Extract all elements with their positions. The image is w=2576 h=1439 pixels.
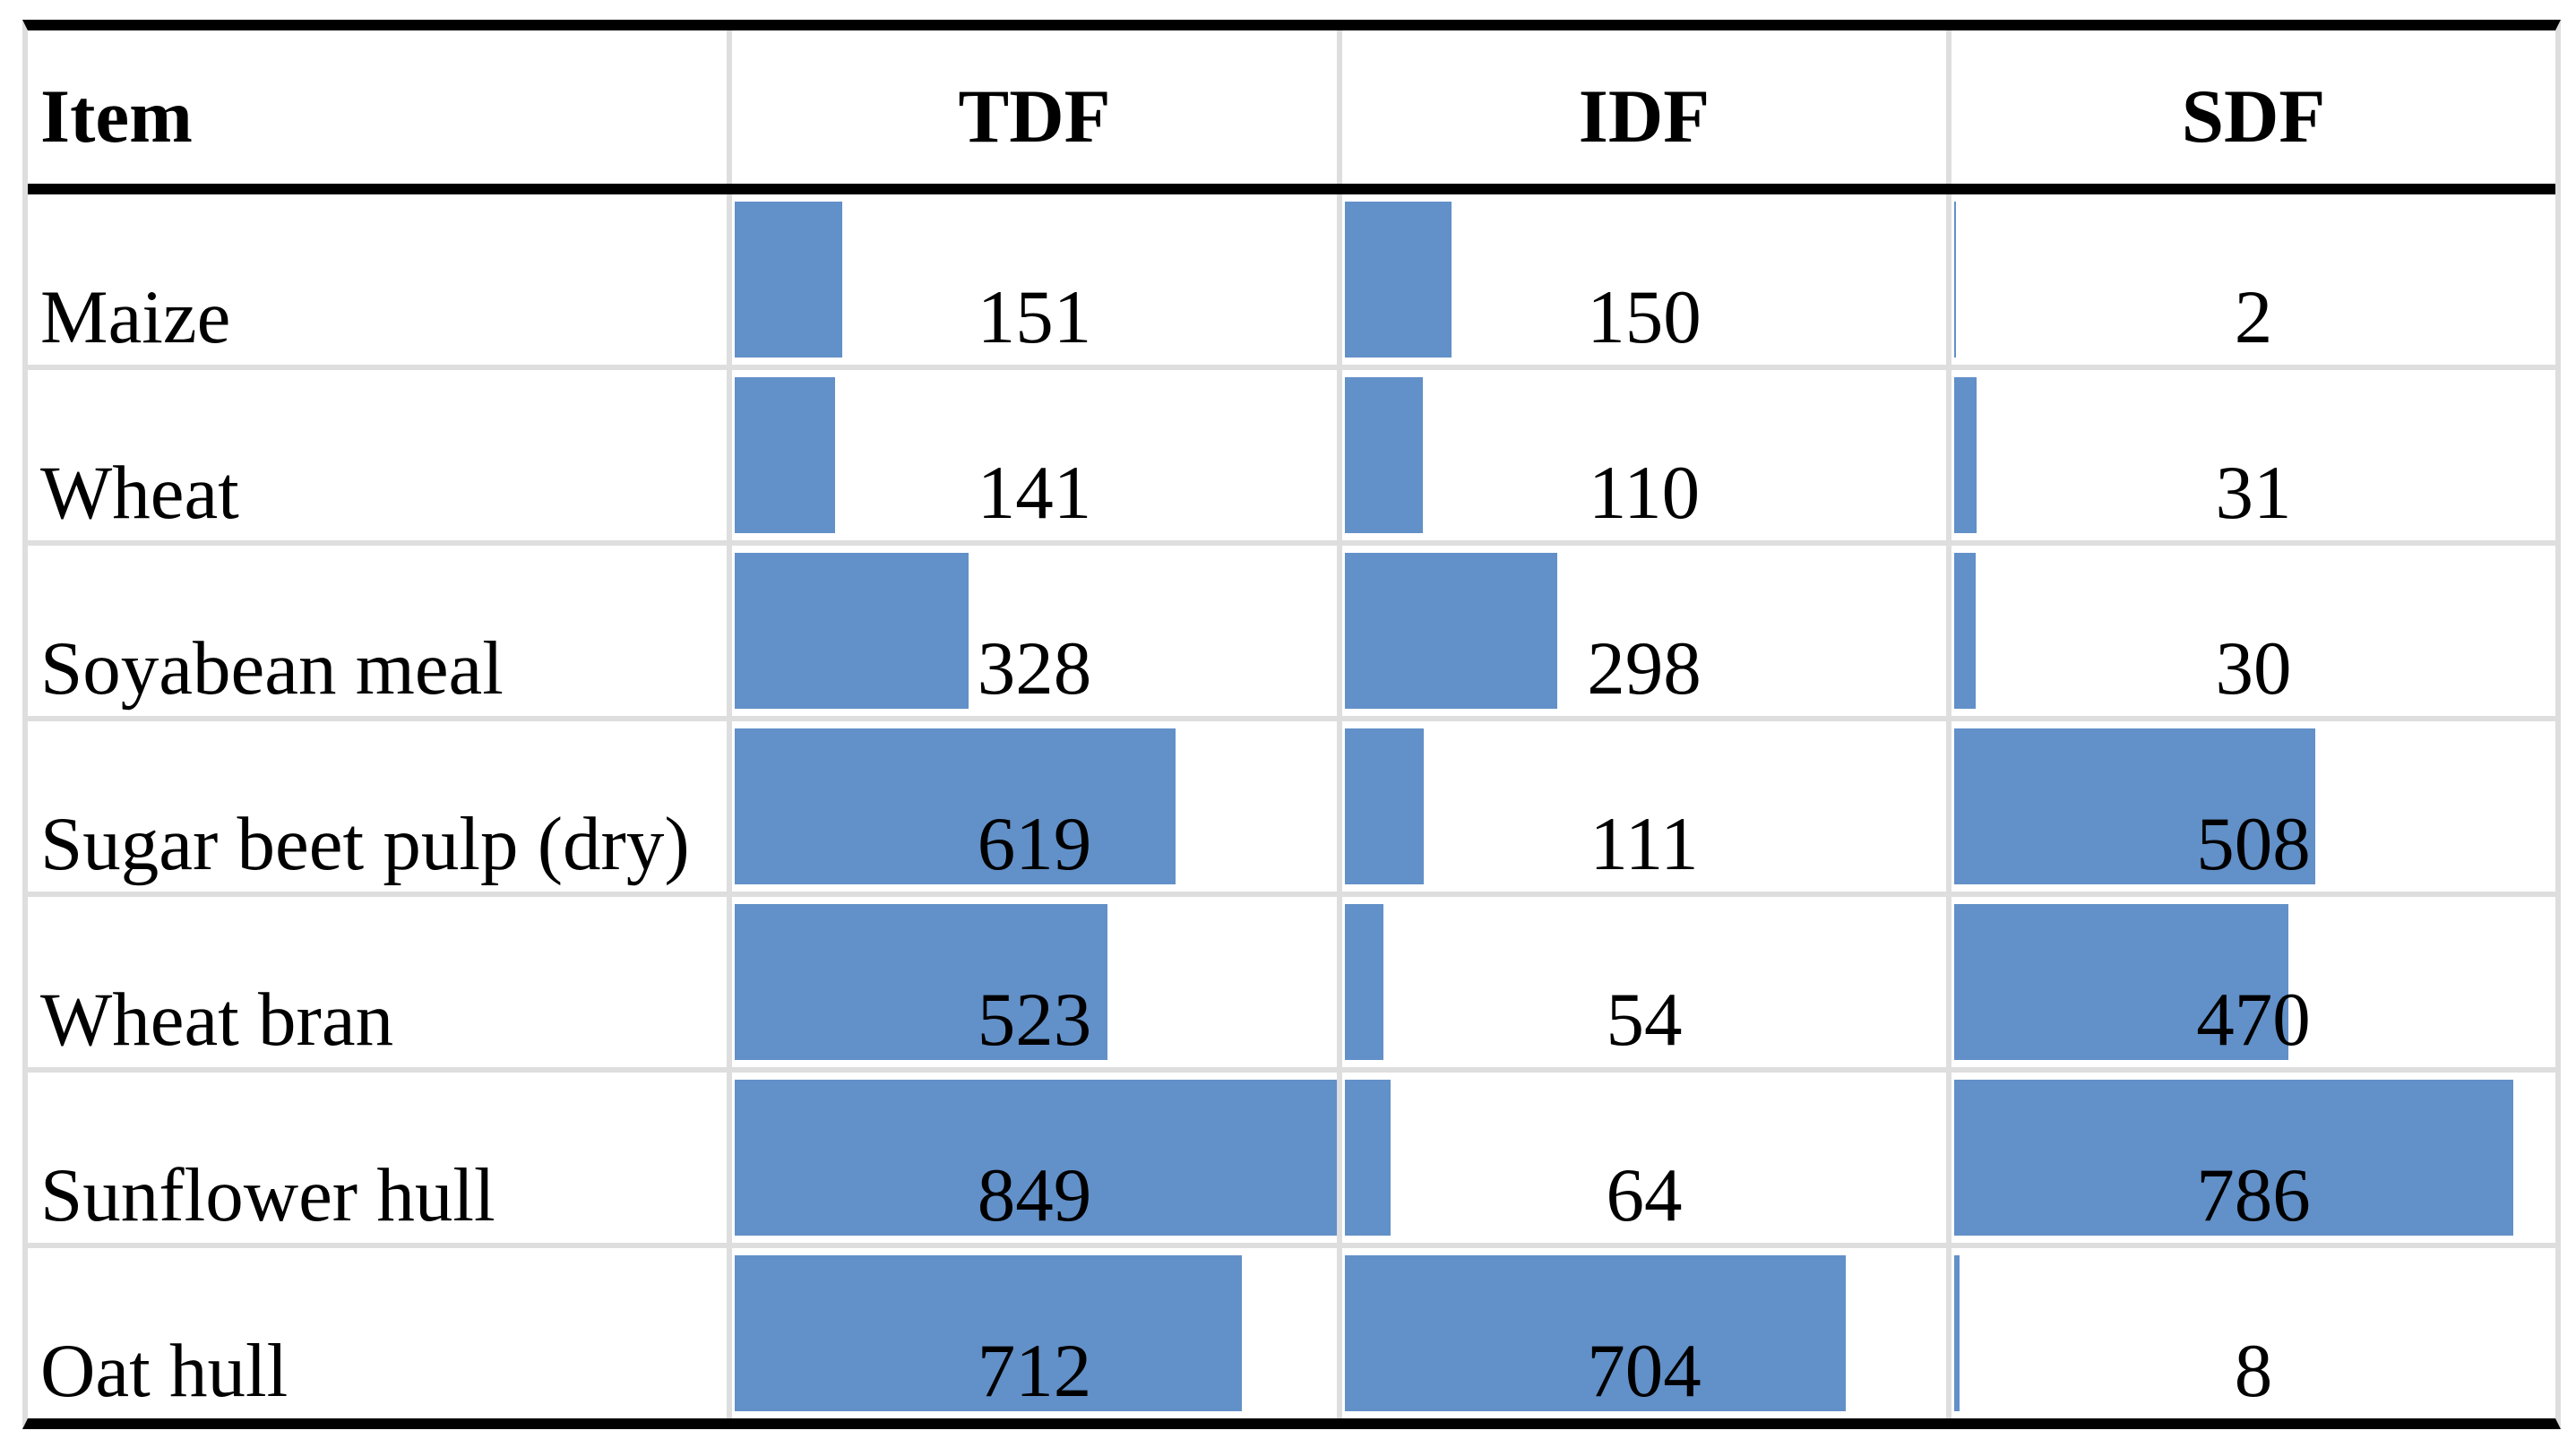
idf-value: 110: [1588, 451, 1701, 535]
sdf-data-bar: [1954, 553, 1976, 709]
tdf-value: 141: [977, 451, 1092, 535]
table-row: Sugar beet pulp (dry) 619 111 508: [28, 721, 2555, 892]
item-name: Sunflower hull: [40, 1153, 495, 1237]
sdf-data-bar: [1954, 728, 2316, 884]
tdf-value: 712: [977, 1329, 1092, 1413]
idf-cell: 704: [1342, 1248, 1946, 1418]
row-item-label: Wheat: [28, 370, 727, 540]
idf-value: 704: [1587, 1329, 1702, 1413]
idf-value: 64: [1606, 1153, 1683, 1237]
sdf-cell: 31: [1951, 370, 2555, 540]
row-item-label: Sugar beet pulp (dry): [28, 721, 727, 892]
idf-value: 150: [1587, 275, 1702, 359]
tdf-cell: 151: [732, 194, 1337, 365]
tdf-data-bar: [735, 553, 969, 709]
sdf-cell: 8: [1951, 1248, 2555, 1418]
idf-data-bar: [1345, 553, 1557, 709]
idf-data-bar: [1345, 202, 1452, 358]
idf-data-bar: [1345, 904, 1383, 1060]
item-name: Soyabean meal: [40, 626, 504, 711]
sdf-value: 786: [2196, 1153, 2311, 1237]
tdf-value: 151: [977, 275, 1092, 359]
idf-value: 111: [1590, 802, 1699, 886]
sdf-value: 31: [2215, 451, 2292, 535]
tdf-cell: 141: [732, 370, 1337, 540]
row-item-label: Oat hull: [28, 1248, 727, 1418]
tdf-cell: 849: [732, 1073, 1337, 1243]
sdf-value: 2: [2234, 275, 2273, 359]
tdf-value: 328: [977, 626, 1092, 711]
tdf-data-bar: [735, 202, 843, 358]
row-item-label: Soyabean meal: [28, 546, 727, 716]
tdf-data-bar: [735, 728, 1176, 884]
sdf-value: 470: [2196, 978, 2311, 1062]
column-header-sdf: SDF: [1951, 30, 2555, 184]
sdf-cell: 508: [1951, 721, 2555, 892]
sdf-value: 30: [2215, 626, 2292, 711]
table-body: Maize 151 150 2 Wheat 141 110 31 Soyabea: [28, 194, 2555, 1418]
idf-value: 54: [1606, 978, 1683, 1062]
table-row: Wheat 141 110 31: [28, 370, 2555, 540]
tdf-value: 523: [977, 978, 1092, 1062]
table-row: Wheat bran 523 54 470: [28, 897, 2555, 1067]
idf-cell: 110: [1342, 370, 1946, 540]
column-header-tdf: TDF: [732, 30, 1337, 184]
table-row: Sunflower hull 849 64 786: [28, 1073, 2555, 1243]
idf-data-bar: [1345, 377, 1424, 533]
fiber-content-table: Item TDF IDF SDF Maize 151 150 2 Wheat 1…: [22, 20, 2561, 1429]
tdf-data-bar: [735, 904, 1107, 1060]
tdf-data-bar: [735, 1080, 1337, 1236]
tdf-value: 849: [977, 1153, 1092, 1237]
tdf-data-bar: [735, 377, 836, 533]
tdf-cell: 523: [732, 897, 1337, 1067]
row-item-label: Wheat bran: [28, 897, 727, 1067]
idf-data-bar: [1345, 1255, 1846, 1411]
idf-cell: 64: [1342, 1073, 1946, 1243]
sdf-cell: 30: [1951, 546, 2555, 716]
column-header-idf: IDF: [1342, 30, 1946, 184]
tdf-cell: 712: [732, 1248, 1337, 1418]
sdf-cell: 2: [1951, 194, 2555, 365]
sdf-data-bar: [1954, 1080, 2513, 1236]
tdf-cell: 619: [732, 721, 1337, 892]
sdf-data-bar: [1954, 202, 1956, 358]
tdf-cell: 328: [732, 546, 1337, 716]
item-name: Sugar beet pulp (dry): [40, 802, 690, 886]
idf-cell: 111: [1342, 721, 1946, 892]
idf-data-bar: [1345, 1080, 1391, 1236]
sdf-cell: 786: [1951, 1073, 2555, 1243]
idf-cell: 298: [1342, 546, 1946, 716]
table-header-row: Item TDF IDF SDF: [28, 30, 2555, 194]
idf-cell: 150: [1342, 194, 1946, 365]
item-name: Maize: [40, 275, 231, 359]
sdf-cell: 470: [1951, 897, 2555, 1067]
column-header-item: Item: [28, 30, 727, 184]
sdf-value: 8: [2234, 1329, 2273, 1413]
idf-cell: 54: [1342, 897, 1946, 1067]
table-row: Soyabean meal 328 298 30: [28, 546, 2555, 716]
table-row: Oat hull 712 704 8: [28, 1248, 2555, 1418]
row-item-label: Sunflower hull: [28, 1073, 727, 1243]
tdf-data-bar: [735, 1255, 1243, 1411]
sdf-data-bar: [1954, 1255, 1960, 1411]
idf-value: 298: [1587, 626, 1702, 711]
item-name: Wheat bran: [40, 978, 394, 1062]
idf-data-bar: [1345, 728, 1425, 884]
sdf-data-bar: [1954, 377, 1977, 533]
sdf-data-bar: [1954, 904, 2289, 1060]
table-row: Maize 151 150 2: [28, 194, 2555, 365]
item-name: Wheat: [40, 451, 239, 535]
item-name: Oat hull: [40, 1329, 289, 1413]
tdf-value: 619: [977, 802, 1092, 886]
sdf-value: 508: [2196, 802, 2311, 886]
row-item-label: Maize: [28, 194, 727, 365]
